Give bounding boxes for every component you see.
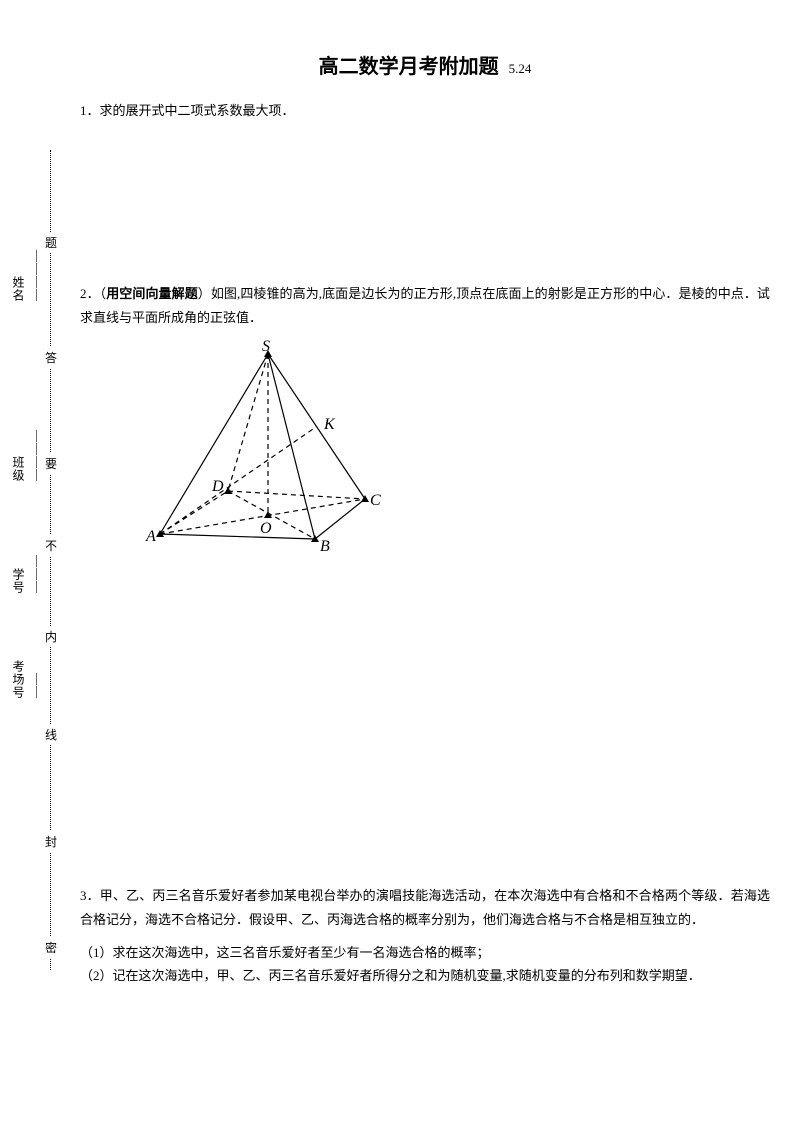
problem-2-hint-suffix: ）	[198, 286, 211, 301]
problem-3: 3．甲、乙、丙三名音乐爱好者参加某电视台举办的演唱技能海选活动，在本次海选中有合…	[80, 884, 770, 931]
field-class-label: 班级	[10, 456, 27, 482]
field-examroom-label: 考场号	[10, 660, 27, 699]
field-studentid: 学号 ———	[10, 555, 45, 598]
seal-char-4: 内	[45, 626, 57, 647]
seal-char-6: 封	[45, 831, 57, 852]
svg-text:O: O	[260, 520, 272, 537]
seal-char-7: 密	[45, 937, 57, 958]
svg-text:S: S	[262, 339, 270, 355]
title-line: 高二数学月考附加题 5.24	[80, 50, 770, 79]
problem-3-sub1-text: 求在这次海选中，这三名音乐爱好者至少有一名海选合格的概率；	[113, 945, 490, 960]
svg-text:K: K	[323, 416, 336, 433]
pyramid-svg: A B C D O S K	[140, 339, 400, 559]
svg-text:D: D	[211, 478, 224, 495]
seal-char-3: 不	[45, 535, 57, 556]
field-class-line: ————	[30, 430, 45, 482]
field-name-line: ————	[30, 250, 45, 302]
problem-3-sub2-num: （2）	[80, 968, 113, 983]
page-title: 高二数学月考附加题	[319, 56, 499, 78]
field-studentid-label: 学号	[10, 568, 27, 594]
field-studentid-line: ———	[30, 555, 45, 594]
problem-2: 2．（用空间向量解题）如图,四棱锥的高为,底面是边长为的正方形,顶点在底面上的射…	[80, 282, 770, 329]
problem-1: 1．求的展开式中二项式系数最大项．	[80, 99, 770, 122]
seal-char-1: 答	[45, 347, 57, 368]
problem-3-number: 3．	[80, 888, 100, 903]
svg-text:A: A	[145, 528, 156, 545]
field-name-label: 姓名	[10, 276, 27, 302]
problem-2-hint: 用空间向量解题	[106, 286, 198, 301]
problem-1-number: 1．	[80, 103, 100, 118]
problem-3-text: 甲、乙、丙三名音乐爱好者参加某电视台举办的演唱技能海选活动，在本次海选中有合格和…	[80, 888, 770, 926]
seal-char-0: 题	[45, 232, 57, 253]
spacer-1	[80, 132, 770, 282]
problem-3-sub1-num: （1）	[80, 945, 113, 960]
figure-pyramid: A B C D O S K	[140, 339, 770, 564]
spacer-2	[80, 564, 770, 884]
page-subtitle: 5.24	[509, 61, 532, 76]
seal-char-5: 线	[45, 724, 57, 745]
problem-1-text: 求的展开式中二项式系数最大项．	[100, 103, 295, 118]
seal-char-2: 要	[45, 453, 57, 474]
svg-text:B: B	[320, 538, 330, 555]
field-class: 班级 ————	[10, 430, 45, 486]
problem-3-sub2: （2）记在这次海选中，甲、乙、丙三名音乐爱好者所得分之和为随机变量,求随机变量的…	[80, 964, 770, 987]
problem-3-sub1: （1）求在这次海选中，这三名音乐爱好者至少有一名海选合格的概率；	[80, 941, 770, 964]
problem-2-number: 2．	[80, 286, 100, 301]
page: 题 答 要 不 内 线 封 密 考场号 —— 学号 ——— 班级 ———— 姓名…	[0, 0, 800, 1132]
svg-text:C: C	[370, 492, 381, 509]
content-area: 高二数学月考附加题 5.24 1．求的展开式中二项式系数最大项． 2．（用空间向…	[80, 50, 770, 998]
field-examroom-line: ——	[30, 673, 45, 699]
field-name: 姓名 ————	[10, 250, 45, 306]
problem-3-sub2-text: 记在这次海选中，甲、乙、丙三名音乐爱好者所得分之和为随机变量,求随机变量的分布列…	[113, 968, 701, 983]
field-examroom: 考场号 ——	[10, 660, 45, 703]
